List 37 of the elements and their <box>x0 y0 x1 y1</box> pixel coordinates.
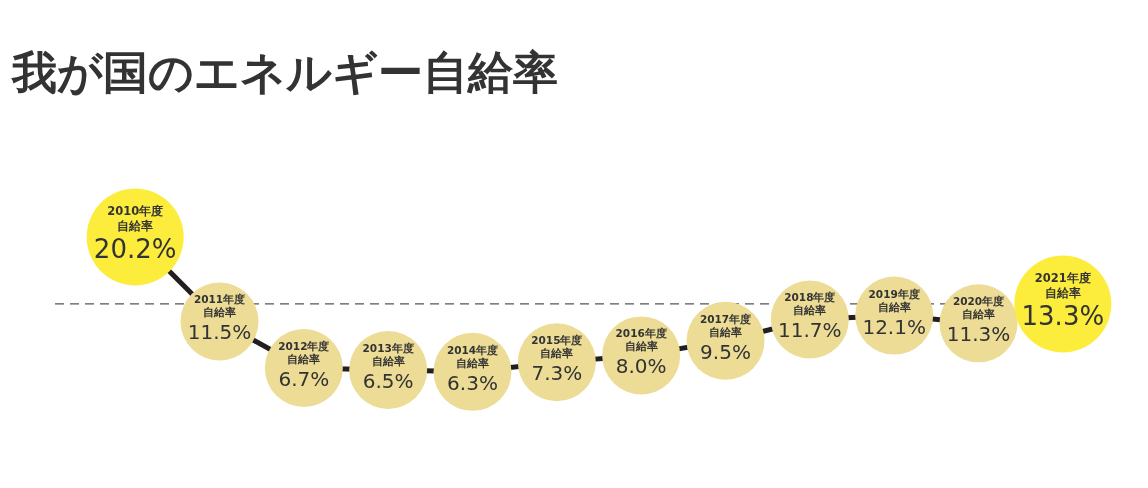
data-label: 20.2% <box>93 234 177 264</box>
x-tick-label: 2019年度 <box>868 287 920 300</box>
text: 自給率 <box>540 347 574 360</box>
data-label: 11.7% <box>778 318 842 343</box>
text: 自給率 <box>117 219 154 233</box>
text: 自給率 <box>709 325 742 338</box>
data-label: 11.3% <box>946 322 1011 347</box>
text: 自給率 <box>624 340 658 353</box>
data-label: 6.7% <box>278 366 330 391</box>
x-tick-label: 2017年度 <box>699 312 752 325</box>
x-tick-label: 2018年度 <box>784 291 836 304</box>
x-tick-label: 2011年度 <box>193 293 246 306</box>
text: 自給率 <box>877 300 911 313</box>
data-label: 12.1% <box>862 314 926 339</box>
series-label: 自給率 <box>287 352 321 365</box>
x-tick-label: 2014年度 <box>446 343 499 356</box>
text: 自給率 <box>371 354 405 367</box>
text: 自給率 <box>1044 285 1081 300</box>
chart-title: 我が国のエネルギー自給率 <box>11 45 558 99</box>
text: 自給率 <box>793 304 827 317</box>
x-tick-label: 2015年度 <box>531 334 583 347</box>
data-label: 11.5% <box>187 320 252 345</box>
data-label: 6.5% <box>362 368 414 393</box>
x-tick-label: 2010年度 <box>107 204 164 218</box>
x-tick-label: 2020年度 <box>952 295 1005 308</box>
data-label: 13.3% <box>1021 300 1105 331</box>
text: 自給率 <box>962 308 995 321</box>
data-label: 8.0% <box>615 354 667 379</box>
data-label: 7.3% <box>531 361 583 386</box>
x-tick-label: 2012年度 <box>278 339 330 352</box>
x-tick-label: 2016年度 <box>615 327 667 340</box>
x-tick-label: 2013年度 <box>362 341 414 354</box>
data-label: 9.5% <box>700 339 751 364</box>
text: 自給率 <box>203 306 236 319</box>
text: 自給率 <box>456 356 489 369</box>
data-label: 6.3% <box>447 370 498 395</box>
x-tick-label: 2021年度 <box>1034 270 1091 285</box>
